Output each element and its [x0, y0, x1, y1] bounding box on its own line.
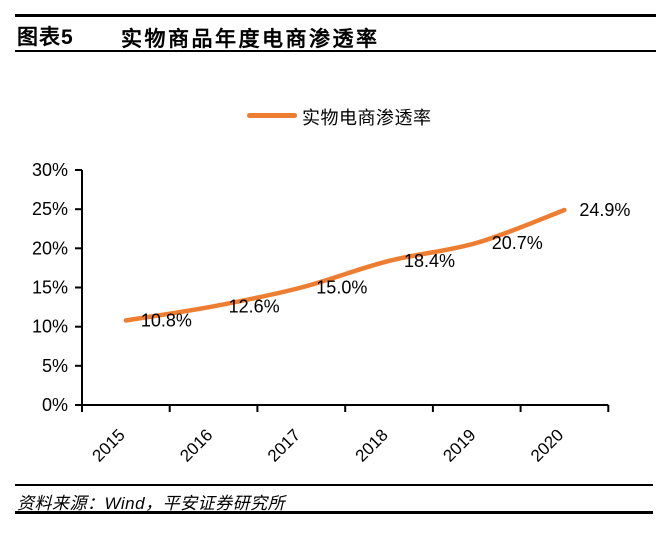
header-top-rule	[15, 14, 656, 17]
legend-line-swatch	[247, 113, 297, 118]
data-label: 24.9%	[579, 200, 630, 220]
data-label: 18.4%	[404, 251, 455, 271]
footer-top-rule	[15, 484, 653, 486]
x-axis-label: 2016	[176, 425, 216, 465]
y-axis-label: 15%	[32, 278, 68, 298]
y-axis-label: 5%	[42, 356, 68, 376]
x-axis-label: 2017	[264, 425, 304, 465]
y-axis-label: 20%	[32, 238, 68, 258]
line-chart: 0% 5% 10% 15% 20% 25% 30% 2015 2016 2017 2018 2019 2…	[32, 160, 630, 466]
x-axis-label: 2018	[352, 425, 392, 465]
data-label: 10.8%	[141, 310, 192, 330]
data-label: 20.7%	[492, 233, 543, 253]
header-bottom-rule	[15, 50, 656, 52]
y-axis-label: 10%	[32, 317, 68, 337]
source-text: 资料来源：Wind，平安证券研究所	[17, 494, 286, 513]
page-title: 实物商品年度电商渗透率	[121, 28, 380, 51]
y-axis-label: 0%	[42, 395, 68, 415]
x-axis-label: 2020	[527, 425, 567, 465]
series-line	[123, 207, 567, 323]
legend-label: 实物电商渗透率	[302, 108, 432, 128]
footer-bottom-rule	[15, 511, 653, 514]
data-label: 12.6%	[229, 296, 280, 316]
figure-number: 图表5	[17, 26, 74, 49]
x-axis-label: 2019	[439, 425, 479, 465]
data-label: 15.0%	[316, 278, 367, 298]
y-axis-label: 30%	[32, 160, 68, 180]
x-axis-label: 2015	[89, 425, 129, 465]
y-axis-label: 25%	[32, 199, 68, 219]
